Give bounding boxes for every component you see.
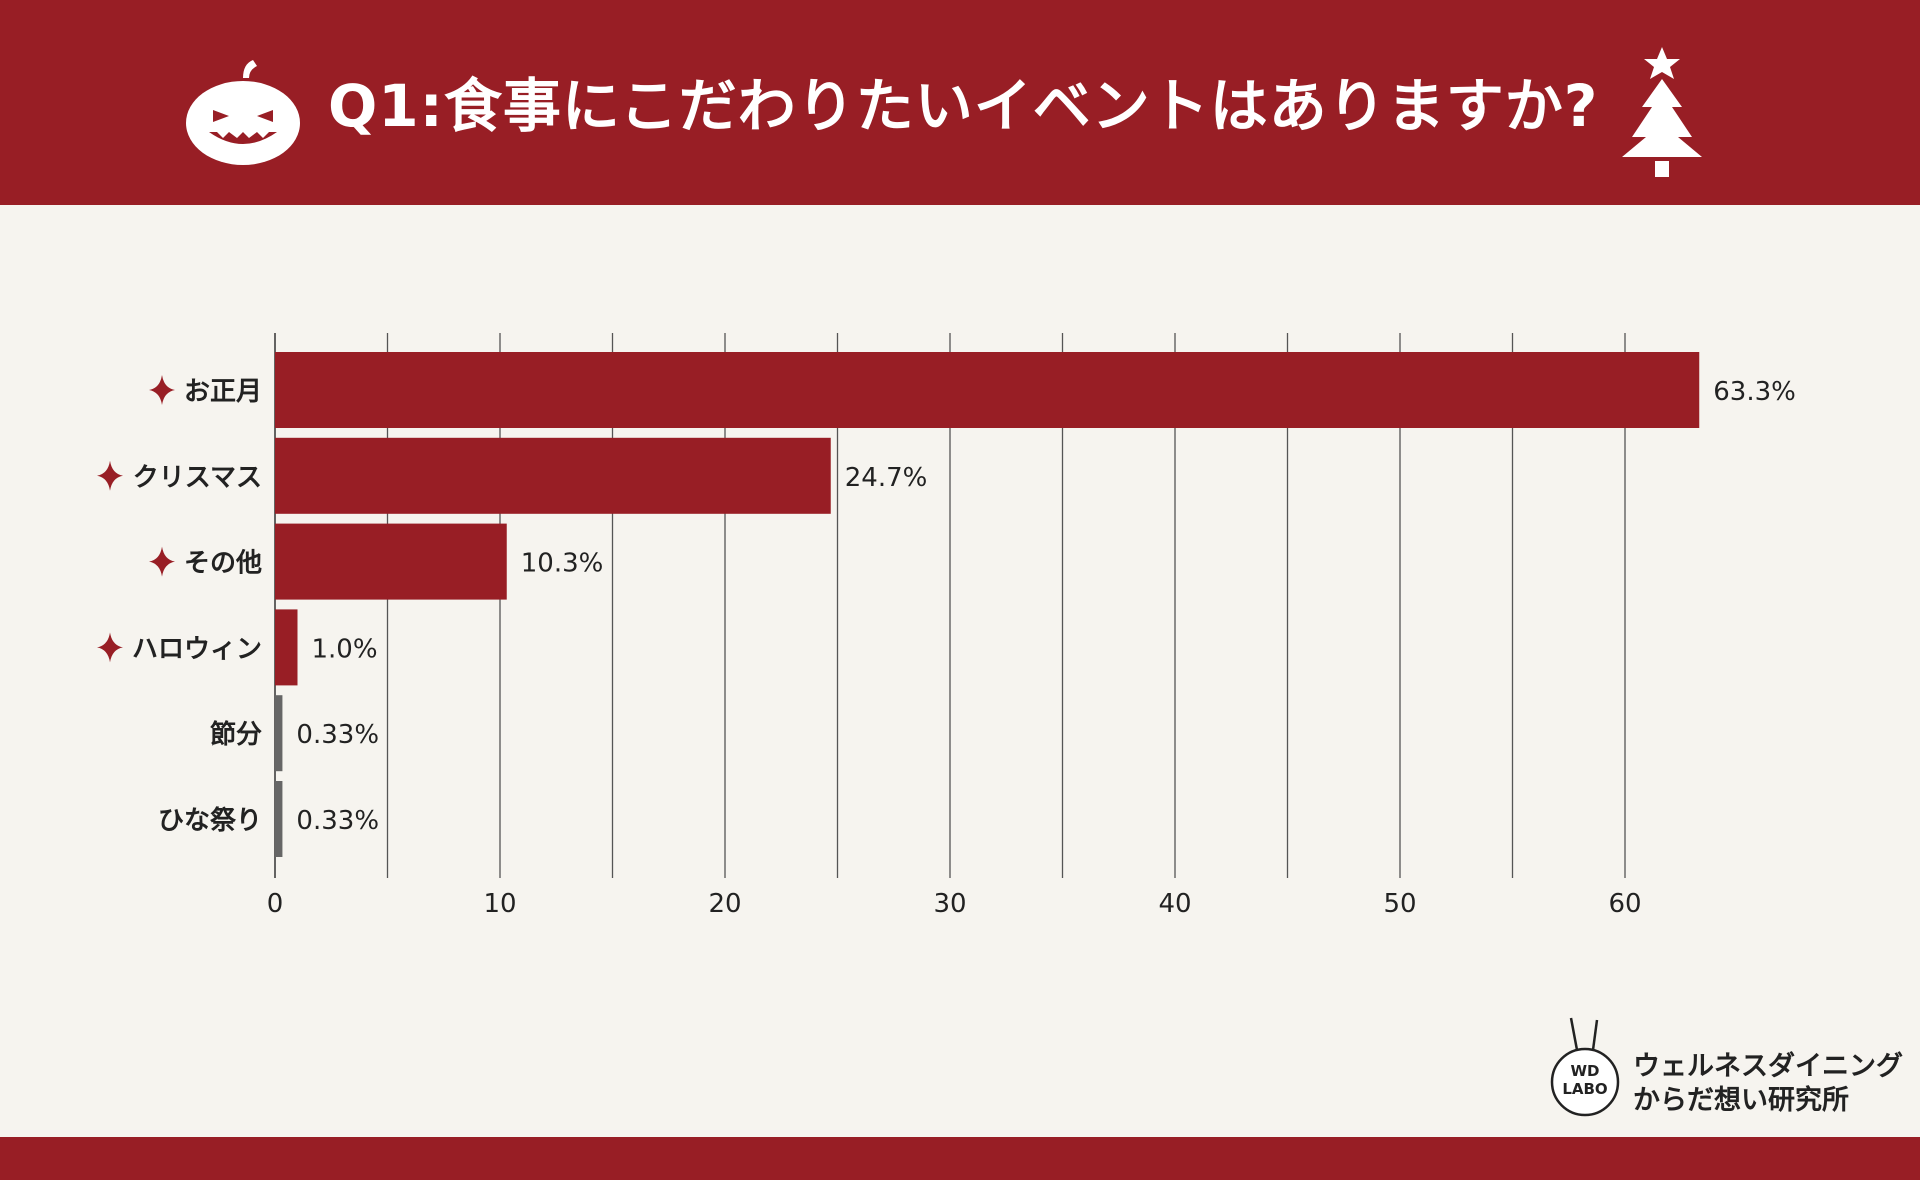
value-label: 24.7% [845, 463, 928, 493]
chart-title: Q1:食事にこだわりたいイベントはありますか? [328, 72, 1599, 140]
category-label: その他 [184, 549, 262, 579]
header-banner [0, 0, 1920, 205]
bar [275, 609, 298, 686]
value-label: 1.0% [312, 634, 378, 664]
brand-subtitle: からだ想い研究所 [1633, 1085, 1849, 1116]
value-label: 0.33% [296, 720, 379, 750]
x-tick-label: 10 [483, 889, 516, 919]
wd-labo-logo-icon: WD LABO [1550, 1017, 1620, 1117]
bar [275, 352, 1700, 428]
logo-badge-line1: WD [1571, 1062, 1600, 1080]
category-label: クリスマス [133, 463, 262, 493]
bar [275, 695, 283, 772]
value-label: 0.33% [296, 806, 379, 836]
x-tick-label: 20 [708, 889, 741, 919]
footer-bar [0, 1137, 1920, 1180]
x-tick-label: 30 [933, 889, 966, 919]
value-label: 10.3% [521, 549, 604, 579]
x-tick-label: 50 [1383, 889, 1416, 919]
x-tick-label: 40 [1158, 889, 1191, 919]
logo-badge-line2: LABO [1562, 1080, 1607, 1098]
bar [275, 437, 831, 514]
bar [275, 523, 507, 600]
category-label: ハロウィン [132, 634, 262, 664]
pumpkin-icon [186, 60, 300, 165]
sparkle-icon [149, 546, 175, 577]
category-label: ひな祭り [158, 806, 262, 836]
x-tick-label: 60 [1608, 889, 1641, 919]
sparkle-icon [149, 375, 175, 405]
sparkle-icon [97, 632, 123, 663]
bar [275, 781, 283, 857]
category-label: お正月 [184, 377, 262, 407]
brand-name: ウェルネスダイニング [1633, 1051, 1903, 1082]
sparkle-icon [97, 460, 123, 491]
x-tick-label: 0 [267, 889, 284, 919]
category-label: 節分 [210, 719, 262, 750]
value-label: 63.3% [1713, 377, 1796, 407]
christmas-tree-icon [1622, 47, 1702, 177]
